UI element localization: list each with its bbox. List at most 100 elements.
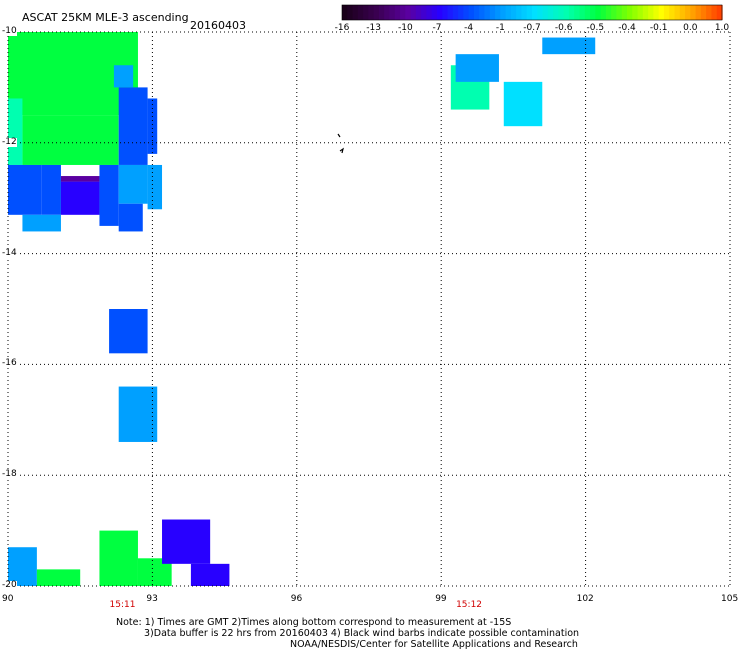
colorbar-swatch [600,5,607,20]
colorbar-label: -0.5 [586,23,605,33]
colorbar-swatch [368,5,375,20]
colorbar-swatch [685,5,691,20]
colorbar-swatch [563,5,570,20]
colorbar-swatch [378,5,385,20]
colorbar-swatch [510,5,517,20]
swath-cell [22,214,61,232]
x-tick-label: 90 [2,594,14,604]
swath-cell [109,309,148,354]
colorbar-label: -1 [495,23,505,33]
colorbar-swatch [357,5,364,20]
colorbar-label: -4 [464,23,474,33]
swath-cell [60,181,100,215]
pass-time-label: 15:12 [456,600,483,610]
colorbar-label: 0.0 [683,23,698,33]
colorbar-swatch [627,5,633,20]
swath-cell [118,164,148,204]
colorbar-swatch [637,5,644,20]
colorbar-swatch [716,5,723,20]
colorbar-swatch [352,5,359,20]
note-line-3: NOAA/NESDIS/Center for Satellite Applica… [290,639,578,650]
y-tick-label: -10 [2,26,17,36]
colorbar-label: -0.4 [618,23,636,33]
colorbar-swatch [342,5,348,20]
colorbar-swatch [394,5,401,20]
colorbar-swatch [537,5,544,20]
note-line-1: Note: 1) Times are GMT 2)Times along bot… [116,617,512,628]
y-tick-label: -16 [2,358,17,369]
x-tick-label: 99 [435,594,447,604]
colorbar-label: -16 [334,23,350,33]
swath-cell [8,164,42,215]
colorbar-swatch [632,5,639,20]
swath-cell [147,98,158,154]
colorbar-swatch [442,5,449,20]
wind-barb-markers [337,133,344,154]
pass-time-label: 15:11 [109,600,136,610]
colorbar-label: -10 [397,23,413,33]
colorbar-swatch [558,5,565,20]
swath-cell [118,203,143,232]
x-tick-label: 102 [576,594,594,604]
colorbar-frame [341,4,723,21]
swath-cells [8,32,596,586]
colorbar-swatch [568,5,575,20]
colorbar-swatch [642,5,649,20]
colorbar-label: -0.7 [523,23,541,33]
x-tick-label: 96 [290,594,303,604]
y-tick-label: -14 [2,247,17,258]
colorbar-swatch [521,5,528,20]
swath-cell [503,81,543,127]
colorbar-swatch [484,5,491,20]
swath-cell [8,98,23,165]
swath-cell [147,164,163,210]
colorbar-swatch [700,5,707,20]
colorbar-swatch [695,5,702,20]
colorbar-swatch [542,5,549,20]
colorbar-swatch [468,5,475,20]
colorbar-swatch [347,5,354,20]
colorbar-swatch [605,5,612,20]
x-tick-label: 105 [721,594,739,604]
colorbar-swatch [463,5,470,20]
colorbar-swatch [400,5,406,20]
colorbar-swatch [495,5,501,20]
swath-cell [118,87,148,165]
colorbar-swatch [526,5,533,20]
colorbar-swatch [489,5,496,20]
swath-cell [8,547,37,586]
swath-cell [99,164,119,226]
colorbar-swatch [415,5,422,20]
colorbar-swatch [621,5,628,20]
colorbar-swatch [532,5,538,20]
colorbar-label: -0.1 [649,23,668,33]
colorbar-swatch [516,5,523,20]
colorbar-swatch [500,5,507,20]
swath-cell [22,115,119,165]
colorbar-swatch [373,5,380,20]
swath-cell [542,37,596,55]
colorbar-swatch [389,5,396,20]
colorbar [341,4,723,21]
colorbar-swatch [426,5,433,20]
colorbar-swatch [611,5,618,20]
colorbar-swatch [658,5,665,20]
colorbar-label: -13 [366,23,382,33]
colorbar-label: -7 [432,23,442,33]
swath-cell [190,563,230,586]
x-tick-label: 93 [146,594,158,604]
colorbar-swatch [447,5,454,20]
colorbar-label: -0.6 [554,23,573,33]
colorbar-swatch [706,5,713,20]
colorbar-swatch [679,5,686,20]
colorbar-swatch [421,5,428,20]
swath-cell [60,176,100,182]
colorbar-swatch [547,5,554,20]
colorbar-swatch [616,5,623,20]
colorbar-swatch [574,5,581,20]
colorbar-swatch [363,5,369,20]
colorbar-swatch [579,5,586,20]
swath-cell [162,519,211,564]
swath-cell [455,54,499,82]
